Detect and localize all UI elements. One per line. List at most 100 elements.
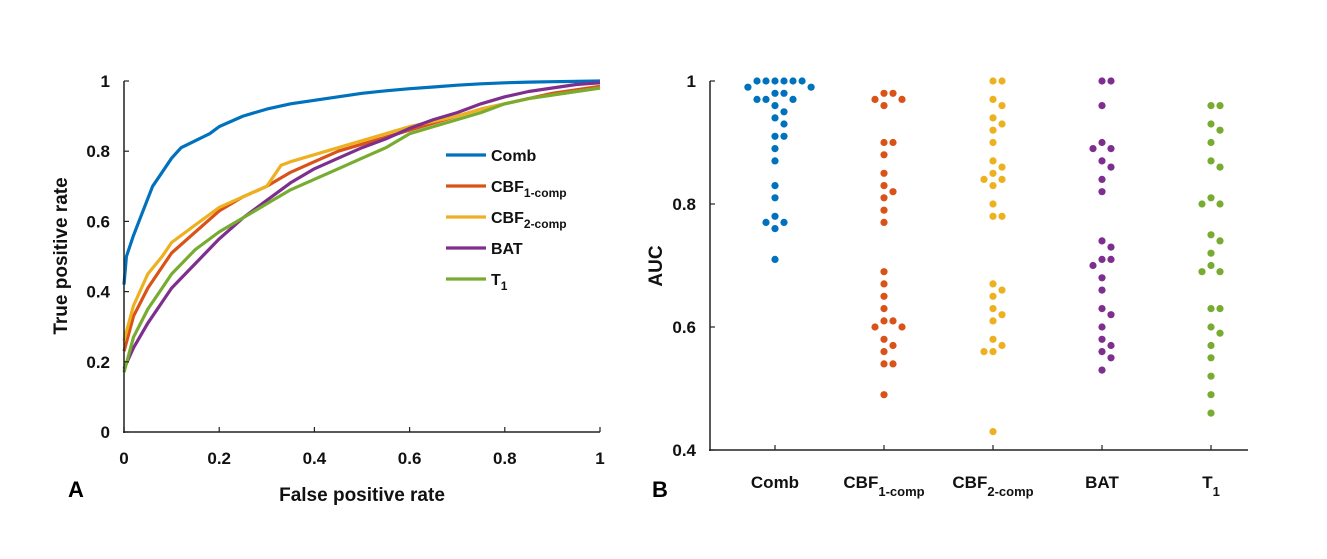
auc-point-cbf2-comp <box>989 212 997 220</box>
auc-point-bat <box>1107 354 1115 362</box>
auc-point-cbf2-comp <box>989 157 997 165</box>
auc-point-t1 <box>1207 102 1215 110</box>
auc-point-t1 <box>1198 200 1206 208</box>
auc-point-cbf2-comp <box>998 102 1006 110</box>
auc-point-comb <box>771 194 779 202</box>
auc-point-cbf1-comp <box>880 169 888 177</box>
auc-point-cbf2-comp <box>989 292 997 300</box>
auc-point-t1 <box>1216 102 1224 110</box>
roc-chart-panel: 0 0.2 0.4 0.6 0.8 1 0 0.2 0.4 0.6 0.8 1 False posit… <box>51 72 605 506</box>
roc-x-axis-label: False positive rate <box>279 485 445 506</box>
auc-point-cbf2-comp <box>989 200 997 208</box>
auc-point-cbf2-comp <box>998 77 1006 85</box>
auc-point-cbf2-comp <box>989 335 997 343</box>
roc-line-t1 <box>122 86 601 373</box>
auc-point-t1 <box>1207 372 1215 380</box>
auc-point-comb <box>771 114 779 122</box>
auc-point-comb <box>789 95 797 103</box>
auc-point-bat <box>1107 145 1115 153</box>
auc-point-cbf2-comp <box>998 341 1006 350</box>
auc-point-cbf2-comp <box>989 77 997 85</box>
auc-point-cbf1-comp <box>880 206 888 214</box>
auc-point-cbf2-comp <box>998 286 1006 294</box>
auc-point-comb <box>771 102 779 110</box>
auc-point-cbf1-comp <box>889 188 897 196</box>
auc-y-tick-label: 0.6 <box>672 318 696 337</box>
auc-point-comb <box>780 89 788 97</box>
roc-legend-label-bat: BAT <box>491 241 523 258</box>
auc-point-t1 <box>1207 409 1215 417</box>
auc-category-labels: Comb CBF1-comp CBF2-comp BAT T1 <box>751 473 1220 499</box>
auc-point-cbf1-comp <box>880 268 888 276</box>
auc-point-comb <box>780 108 788 116</box>
auc-point-cbf1-comp <box>871 95 879 103</box>
auc-point-cbf2-comp <box>989 317 997 325</box>
roc-x-tick-label: 0.4 <box>303 449 327 468</box>
auc-point-bat <box>1098 366 1106 374</box>
auc-point-cbf2-comp <box>989 428 997 436</box>
auc-point-t1 <box>1216 163 1224 171</box>
auc-point-t1 <box>1207 341 1215 350</box>
auc-point-comb <box>771 212 779 220</box>
auc-point-bat <box>1098 175 1106 183</box>
roc-legend-label-comb: Comb <box>491 148 537 165</box>
auc-point-cbf1-comp <box>880 218 888 226</box>
auc-point-t1 <box>1207 323 1215 331</box>
auc-point-bat <box>1107 341 1115 350</box>
auc-point-cbf1-comp <box>880 391 888 399</box>
auc-point-bat <box>1098 348 1106 356</box>
auc-point-bat <box>1098 286 1106 294</box>
auc-y-tick-label: 1 <box>687 72 696 91</box>
auc-point-t1 <box>1207 261 1215 270</box>
roc-y-tick-label: 0.8 <box>86 142 110 161</box>
auc-point-comb <box>762 218 770 226</box>
roc-y-tick-label: 1 <box>101 72 110 91</box>
auc-points <box>744 77 1224 436</box>
roc-axes <box>123 80 601 433</box>
auc-point-bat <box>1098 237 1106 245</box>
roc-x-tick-label: 0.2 <box>207 449 231 468</box>
auc-tick-labels: 0.4 0.6 0.8 1 <box>672 72 696 460</box>
auc-point-t1 <box>1207 194 1215 202</box>
auc-point-comb <box>798 77 806 85</box>
auc-point-cbf1-comp <box>880 280 888 288</box>
auc-point-bat <box>1107 311 1115 319</box>
auc-point-t1 <box>1216 237 1224 245</box>
auc-point-bat <box>1098 188 1106 196</box>
auc-point-comb <box>771 89 779 97</box>
auc-point-comb <box>753 77 761 85</box>
auc-point-t1 <box>1216 268 1224 276</box>
auc-point-comb <box>780 120 788 128</box>
auc-point-cbf2-comp <box>989 182 997 190</box>
auc-point-t1 <box>1207 249 1215 257</box>
auc-point-comb <box>780 132 788 140</box>
roc-y-tick-label: 0.4 <box>86 283 110 302</box>
auc-point-comb <box>771 255 779 263</box>
auc-point-bat <box>1098 335 1106 343</box>
roc-legend-label-t1: T1 <box>491 272 508 293</box>
auc-point-cbf1-comp <box>880 89 888 97</box>
auc-point-cbf2-comp <box>998 212 1006 220</box>
auc-point-t1 <box>1207 138 1215 147</box>
auc-point-t1 <box>1207 120 1215 128</box>
auc-point-cbf1-comp <box>898 323 906 331</box>
auc-point-cbf2-comp <box>998 163 1006 171</box>
auc-point-cbf1-comp <box>880 182 888 190</box>
auc-category-label-t1: T1 <box>1202 473 1220 499</box>
auc-chart-panel: 0.4 0.6 0.8 1 Comb CBF1-comp CBF2-comp BAT T1 A… <box>646 72 1248 502</box>
auc-point-t1 <box>1207 391 1215 399</box>
auc-point-bat <box>1098 305 1106 313</box>
roc-x-tick-label: 0 <box>119 449 128 468</box>
auc-point-comb <box>771 145 779 153</box>
auc-point-cbf2-comp <box>989 95 997 103</box>
auc-point-cbf2-comp <box>989 169 997 177</box>
panel-label-a: A <box>68 477 84 502</box>
roc-y-tick-label: 0.2 <box>86 353 110 372</box>
auc-point-t1 <box>1198 268 1206 276</box>
auc-point-t1 <box>1207 157 1215 165</box>
auc-point-cbf1-comp <box>889 360 897 368</box>
auc-category-label-cbf1-comp: CBF1-comp <box>843 473 924 499</box>
auc-point-bat <box>1089 261 1097 270</box>
roc-curves <box>122 79 601 373</box>
roc-legend-label-cbf1-comp: CBF1-comp <box>491 179 567 200</box>
